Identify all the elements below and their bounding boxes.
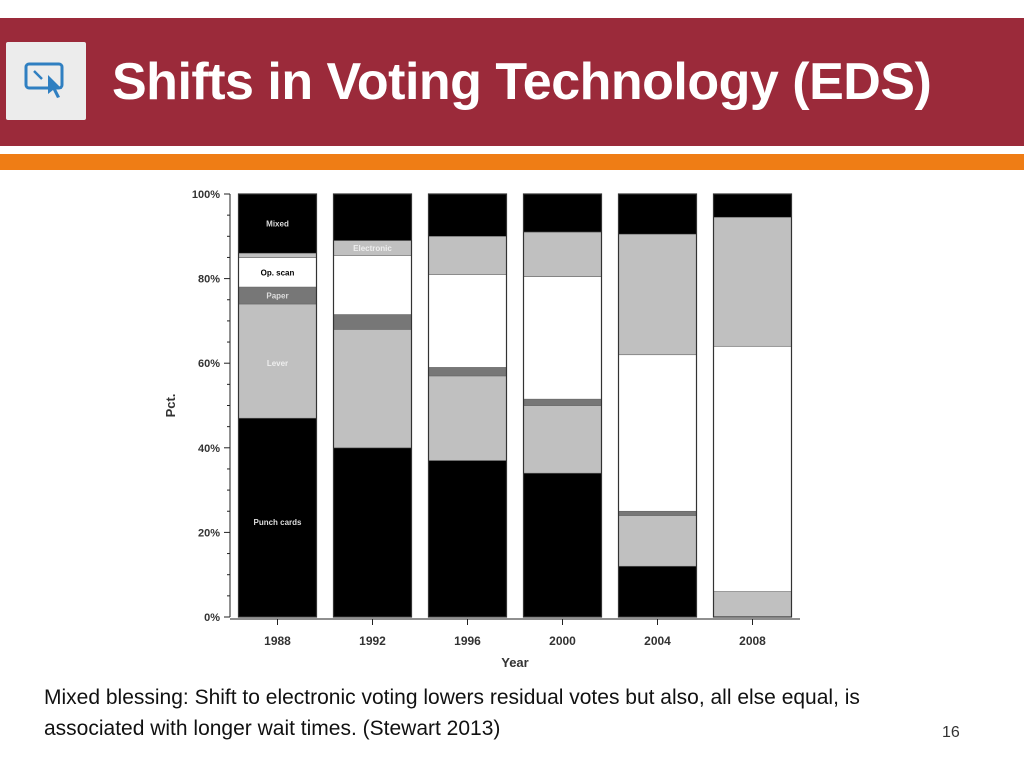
bar-segment-mixed: [713, 193, 792, 218]
x-tick-label: 2000: [549, 634, 576, 648]
y-axis-label: Pct.: [163, 394, 178, 418]
bar-segment-punch-cards: [333, 447, 412, 618]
bar-segment-punch-cards: [618, 565, 697, 618]
bar-segment-lever: [523, 405, 602, 474]
bar-segment-lever: [333, 329, 412, 449]
bar-outline: [522, 193, 603, 618]
bar-segment-op-scan: [428, 274, 507, 368]
slide-caption: Mixed blessing: Shift to electronic voti…: [44, 686, 860, 740]
series-label: Electronic: [353, 244, 392, 253]
x-tick-label: 2004: [644, 634, 671, 648]
bar-outline: [427, 193, 508, 618]
bar-outline: [332, 193, 413, 618]
x-tick-label: 1988: [264, 634, 291, 648]
slide-title: Shifts in Voting Technology (EDS): [112, 53, 932, 111]
series-label: Paper: [266, 292, 288, 301]
series-label: Punch cards: [253, 518, 302, 527]
x-tick-label: 1996: [454, 634, 481, 648]
bar-segment-op-scan: [238, 257, 317, 288]
bar-outline: [712, 193, 793, 618]
y-tick-label: 0%: [204, 612, 220, 624]
x-tick-label: 1992: [359, 634, 386, 648]
bar-outline: [237, 193, 318, 618]
bar-segment-paper: [333, 314, 412, 330]
bar-segment-electronic: [428, 235, 507, 275]
x-axis-label: Year: [501, 655, 528, 670]
bar-segment-paper: [523, 398, 602, 406]
bar-segment-mixed: [428, 193, 507, 237]
bar-segment-op-scan: [713, 345, 792, 592]
bar-segment-electronic: [238, 252, 317, 258]
bar-segment-lever: [713, 591, 792, 618]
bar-segment-lever: [238, 303, 317, 419]
bar-segment-mixed: [523, 193, 602, 233]
series-label: Lever: [267, 359, 288, 368]
bar-segment-op-scan: [523, 276, 602, 400]
bar-segment-mixed: [333, 193, 412, 241]
bar-segment-op-scan: [618, 354, 697, 512]
bar-segment-paper: [428, 367, 507, 377]
bar-segment-electronic: [523, 231, 602, 277]
x-tick-label: 2008: [739, 634, 766, 648]
bar-segment-paper: [618, 510, 697, 516]
bar-segment-op-scan: [333, 255, 412, 315]
accent-band: [0, 154, 1024, 170]
bar-segment-lever: [618, 515, 697, 567]
bar-segment-punch-cards: [523, 472, 602, 618]
page-number: 16: [942, 724, 960, 741]
y-tick-label: 100%: [192, 189, 220, 201]
y-tick-label: 40%: [198, 443, 220, 455]
series-label: Mixed: [266, 220, 289, 229]
touchscreen-icon: [6, 42, 86, 120]
y-tick-label: 20%: [198, 527, 220, 539]
series-label: Op. scan: [261, 268, 295, 277]
y-tick-label: 60%: [198, 358, 220, 370]
stacked-bar-chart: 0% 20% 40% 60% 80% 100% Pct. 1988 1992 1996 2000 20…: [163, 189, 800, 670]
title-band: [0, 18, 1024, 146]
bar-outline: [617, 193, 698, 618]
bar-segment-electronic: [713, 216, 792, 347]
bar-segment-punch-cards: [428, 460, 507, 618]
bar-segment-mixed: [618, 193, 697, 235]
bar-segment-electronic: [618, 233, 697, 356]
bar-segment-lever: [428, 375, 507, 461]
y-tick-label: 80%: [198, 274, 220, 286]
